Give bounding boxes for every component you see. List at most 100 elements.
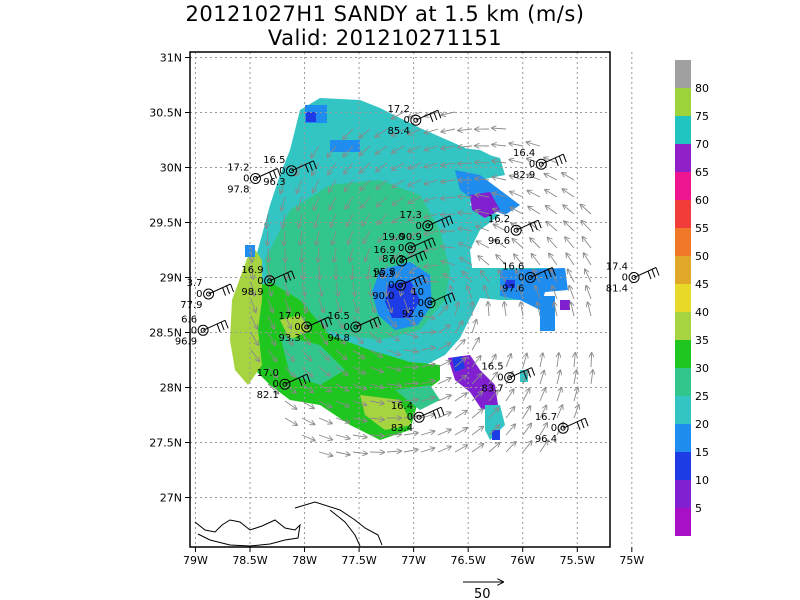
wind-barb-flag xyxy=(414,278,419,287)
wind-vector xyxy=(251,264,253,279)
wind-vector xyxy=(537,302,540,317)
wind-vector xyxy=(488,373,497,385)
wind-vector xyxy=(498,270,507,283)
wind-vector xyxy=(521,302,523,317)
wind-vector xyxy=(299,213,303,228)
wind-vector xyxy=(564,221,575,232)
dropsonde-marker-outer xyxy=(524,272,536,283)
wind-barb-flag xyxy=(291,270,296,279)
dropsonde-pressure: 95.8 xyxy=(373,267,395,278)
wind-vector xyxy=(315,213,320,227)
lat-tick-label: 27N xyxy=(160,492,182,505)
wind-vector xyxy=(454,393,467,402)
wind-barb xyxy=(401,250,424,262)
wind-barb xyxy=(269,270,292,282)
wind-vector xyxy=(284,366,295,377)
wind-barb-flag xyxy=(441,219,446,228)
wind-vector xyxy=(359,145,371,155)
wind-vector xyxy=(335,315,343,328)
wind-vector xyxy=(376,179,388,189)
wind-vector xyxy=(302,264,303,279)
wind-barb-flag xyxy=(306,374,311,383)
wind-vector xyxy=(420,381,435,385)
colorbar-label: 80 xyxy=(695,82,709,95)
wind-vector xyxy=(300,230,302,245)
wind-vector xyxy=(318,298,324,312)
wind-vector xyxy=(302,281,305,296)
dropsonde-speed: 16.6 xyxy=(502,262,524,273)
lat-tick-label: 27.5N xyxy=(149,437,182,450)
wind-vector xyxy=(527,142,541,147)
dropsonde-pressure: 85.4 xyxy=(388,126,410,137)
wind-vector xyxy=(528,191,541,198)
wind-vector xyxy=(394,247,405,258)
wind-vector xyxy=(454,340,465,351)
dropsonde-speed: 16.5 xyxy=(328,311,350,322)
wind-barb-flag xyxy=(230,283,235,293)
wind-vector xyxy=(549,254,558,266)
wind-vector xyxy=(301,434,315,441)
dropsonde-pressure: 96.6 xyxy=(488,236,510,247)
wind-vector xyxy=(420,332,435,333)
wind-vector xyxy=(539,406,546,419)
dropsonde-marker-outer xyxy=(264,275,276,287)
dropsonde-marker-inner xyxy=(288,168,294,174)
wind-barb xyxy=(291,160,314,172)
wind-vector xyxy=(396,264,405,277)
colorbar-label: 10 xyxy=(695,474,709,487)
colorbar-segment xyxy=(675,88,691,116)
wind-vector xyxy=(298,196,303,210)
wind-vector xyxy=(425,179,439,184)
wind-vector xyxy=(475,162,490,163)
wind-vector xyxy=(475,178,490,180)
wind-vector xyxy=(284,417,297,425)
wind-vector xyxy=(568,270,575,283)
dropsonde-zero: 0 xyxy=(398,243,404,254)
wind-vector xyxy=(352,349,364,358)
wind-barb-flag xyxy=(224,320,229,329)
wind-vector xyxy=(591,353,592,368)
wind-barb-flag xyxy=(304,164,309,173)
wind-vector xyxy=(454,358,466,368)
wind-vector xyxy=(370,281,371,296)
wind-vector xyxy=(392,196,405,205)
wind-vector xyxy=(284,400,296,409)
wind-vector xyxy=(365,247,371,261)
dropsonde-marker-outer xyxy=(413,411,425,423)
reference-vector: 50 xyxy=(463,582,503,600)
wind-vector xyxy=(369,383,384,388)
dropsonde-marker-inner xyxy=(425,223,431,229)
dropsonde-marker-outer xyxy=(424,297,436,309)
wind-vector xyxy=(569,286,575,300)
wind-vector xyxy=(378,230,388,242)
wind-vector xyxy=(301,400,314,408)
wind-barb-flag xyxy=(551,267,556,276)
wind-vector xyxy=(301,298,307,312)
wind-vector xyxy=(544,174,558,181)
dropsonde-zero: 0 xyxy=(294,322,300,333)
dropsonde-marker-inner xyxy=(206,291,212,297)
wind-vector xyxy=(316,230,319,245)
wind-vector xyxy=(301,366,312,376)
dropsonde-pressure: 87.3 xyxy=(382,254,404,265)
dropsonde-pressure: 90.0 xyxy=(372,291,394,302)
colorbar-segment xyxy=(675,396,691,424)
wind-vector xyxy=(539,371,544,385)
dropsonde-marker-outer xyxy=(279,378,291,390)
dropsonde-marker-outer xyxy=(285,165,297,177)
dropsonde-pressure: 94.8 xyxy=(328,333,350,344)
wind-barb-flag xyxy=(447,294,452,303)
dropsonde-marker-inner xyxy=(304,324,310,330)
wind-barb-flag xyxy=(449,215,454,224)
wind-barb xyxy=(306,316,329,328)
wind-barb-flag xyxy=(369,320,374,329)
wind-barb-flag xyxy=(373,318,378,327)
wind-vector xyxy=(284,315,291,329)
wind-barb-flag xyxy=(222,287,227,296)
lon-tick-label: 75.5W xyxy=(560,554,595,567)
wind-vector xyxy=(375,128,388,137)
wind-vector xyxy=(352,452,367,454)
wind-vector xyxy=(557,353,559,368)
